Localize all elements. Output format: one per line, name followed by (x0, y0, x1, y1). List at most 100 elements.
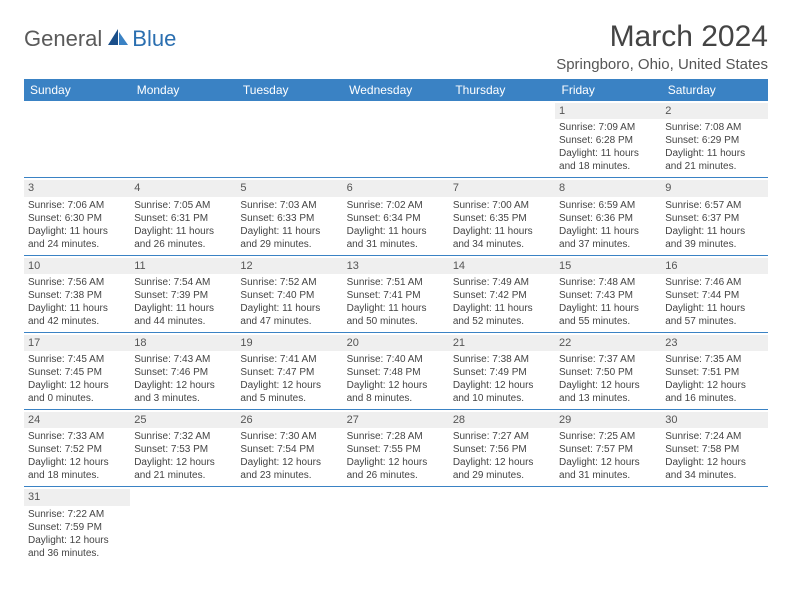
calendar-cell: 15Sunrise: 7:48 AMSunset: 7:43 PMDayligh… (555, 255, 661, 332)
calendar-cell: 9Sunrise: 6:57 AMSunset: 6:37 PMDaylight… (661, 178, 767, 255)
sunset-line: Sunset: 7:52 PM (28, 443, 126, 456)
location: Springboro, Ohio, United States (556, 56, 768, 73)
daylight-line: Daylight: 11 hours and 47 minutes. (240, 302, 338, 328)
month-title: March 2024 (556, 20, 768, 54)
calendar-cell: 1Sunrise: 7:09 AMSunset: 6:28 PMDaylight… (555, 101, 661, 178)
daylight-line: Daylight: 12 hours and 26 minutes. (347, 456, 445, 482)
day-number: 25 (130, 412, 236, 428)
sunset-line: Sunset: 7:47 PM (240, 366, 338, 379)
sunrise-line: Sunrise: 7:52 AM (240, 276, 338, 289)
calendar-cell: 27Sunrise: 7:28 AMSunset: 7:55 PMDayligh… (343, 410, 449, 487)
calendar-cell: 16Sunrise: 7:46 AMSunset: 7:44 PMDayligh… (661, 255, 767, 332)
daylight-line: Daylight: 12 hours and 13 minutes. (559, 379, 657, 405)
day-number: 6 (343, 180, 449, 196)
sunrise-line: Sunrise: 7:40 AM (347, 353, 445, 366)
daylight-line: Daylight: 11 hours and 31 minutes. (347, 225, 445, 251)
calendar-cell: 6Sunrise: 7:02 AMSunset: 6:34 PMDaylight… (343, 178, 449, 255)
day-number: 9 (661, 180, 767, 196)
calendar-cell: 8Sunrise: 6:59 AMSunset: 6:36 PMDaylight… (555, 178, 661, 255)
sunrise-line: Sunrise: 7:45 AM (28, 353, 126, 366)
day-number: 30 (661, 412, 767, 428)
daylight-line: Daylight: 11 hours and 44 minutes. (134, 302, 232, 328)
sunset-line: Sunset: 7:49 PM (453, 366, 551, 379)
logo-text-general: General (24, 26, 102, 52)
day-number: 2 (661, 103, 767, 119)
sunset-line: Sunset: 7:38 PM (28, 289, 126, 302)
sunrise-line: Sunrise: 7:37 AM (559, 353, 657, 366)
calendar-header-row: SundayMondayTuesdayWednesdayThursdayFrid… (24, 79, 768, 101)
daylight-line: Daylight: 11 hours and 52 minutes. (453, 302, 551, 328)
daylight-line: Daylight: 12 hours and 21 minutes. (134, 456, 232, 482)
calendar-table: SundayMondayTuesdayWednesdayThursdayFrid… (24, 79, 768, 564)
calendar-cell: 11Sunrise: 7:54 AMSunset: 7:39 PMDayligh… (130, 255, 236, 332)
sunset-line: Sunset: 7:46 PM (134, 366, 232, 379)
calendar-cell: 30Sunrise: 7:24 AMSunset: 7:58 PMDayligh… (661, 410, 767, 487)
day-number: 11 (130, 258, 236, 274)
calendar-cell: 29Sunrise: 7:25 AMSunset: 7:57 PMDayligh… (555, 410, 661, 487)
weekday-header: Friday (555, 79, 661, 101)
sunrise-line: Sunrise: 7:09 AM (559, 121, 657, 134)
day-number: 3 (24, 180, 130, 196)
calendar-cell: 21Sunrise: 7:38 AMSunset: 7:49 PMDayligh… (449, 332, 555, 409)
day-number: 5 (236, 180, 342, 196)
daylight-line: Daylight: 11 hours and 39 minutes. (665, 225, 763, 251)
sunset-line: Sunset: 7:54 PM (240, 443, 338, 456)
sunrise-line: Sunrise: 7:08 AM (665, 121, 763, 134)
weekday-header: Saturday (661, 79, 767, 101)
day-number: 18 (130, 335, 236, 351)
calendar-cell: 28Sunrise: 7:27 AMSunset: 7:56 PMDayligh… (449, 410, 555, 487)
sunrise-line: Sunrise: 7:49 AM (453, 276, 551, 289)
sunset-line: Sunset: 7:51 PM (665, 366, 763, 379)
calendar-cell: 25Sunrise: 7:32 AMSunset: 7:53 PMDayligh… (130, 410, 236, 487)
day-number: 7 (449, 180, 555, 196)
calendar-body: 1Sunrise: 7:09 AMSunset: 6:28 PMDaylight… (24, 101, 768, 564)
day-number: 14 (449, 258, 555, 274)
daylight-line: Daylight: 11 hours and 21 minutes. (665, 147, 763, 173)
weekday-header: Monday (130, 79, 236, 101)
daylight-line: Daylight: 11 hours and 24 minutes. (28, 225, 126, 251)
weekday-header: Thursday (449, 79, 555, 101)
weekday-header: Sunday (24, 79, 130, 101)
sunrise-line: Sunrise: 7:03 AM (240, 199, 338, 212)
calendar-cell: 19Sunrise: 7:41 AMSunset: 7:47 PMDayligh… (236, 332, 342, 409)
sunset-line: Sunset: 7:50 PM (559, 366, 657, 379)
sunset-line: Sunset: 7:56 PM (453, 443, 551, 456)
calendar-cell: 26Sunrise: 7:30 AMSunset: 7:54 PMDayligh… (236, 410, 342, 487)
calendar-cell: 12 Sunrise: 7:52 AMSunset: 7:40 PMDayligh… (236, 255, 342, 332)
calendar-cell (130, 101, 236, 178)
calendar-cell (661, 487, 767, 564)
sunrise-line: Sunrise: 7:06 AM (28, 199, 126, 212)
sunrise-line: Sunrise: 7:02 AM (347, 199, 445, 212)
day-number: 12 (236, 258, 342, 274)
daylight-line: Daylight: 12 hours and 8 minutes. (347, 379, 445, 405)
day-number: 27 (343, 412, 449, 428)
day-number: 20 (343, 335, 449, 351)
calendar-cell: 20Sunrise: 7:40 AMSunset: 7:48 PMDayligh… (343, 332, 449, 409)
sunset-line: Sunset: 7:40 PM (240, 289, 338, 302)
sunset-line: Sunset: 7:39 PM (134, 289, 232, 302)
daylight-line: Daylight: 12 hours and 0 minutes. (28, 379, 126, 405)
sunrise-line: Sunrise: 6:57 AM (665, 199, 763, 212)
sunrise-line: Sunrise: 7:32 AM (134, 430, 232, 443)
daylight-line: Daylight: 11 hours and 34 minutes. (453, 225, 551, 251)
title-block: March 2024 Springboro, Ohio, United Stat… (556, 20, 768, 73)
calendar-cell: 13Sunrise: 7:51 AMSunset: 7:41 PMDayligh… (343, 255, 449, 332)
day-number: 31 (24, 489, 130, 505)
day-number: 24 (24, 412, 130, 428)
calendar-cell (343, 487, 449, 564)
daylight-line: Daylight: 12 hours and 18 minutes. (28, 456, 126, 482)
daylight-line: Daylight: 12 hours and 16 minutes. (665, 379, 763, 405)
sunset-line: Sunset: 7:58 PM (665, 443, 763, 456)
sunset-line: Sunset: 7:44 PM (665, 289, 763, 302)
daylight-line: Daylight: 12 hours and 23 minutes. (240, 456, 338, 482)
sunset-line: Sunset: 7:41 PM (347, 289, 445, 302)
sunset-line: Sunset: 7:42 PM (453, 289, 551, 302)
sunset-line: Sunset: 6:31 PM (134, 212, 232, 225)
sunrise-line: Sunrise: 7:56 AM (28, 276, 126, 289)
daylight-line: Daylight: 11 hours and 18 minutes. (559, 147, 657, 173)
sunrise-line: Sunrise: 7:30 AM (240, 430, 338, 443)
daylight-line: Daylight: 12 hours and 5 minutes. (240, 379, 338, 405)
calendar-cell: 2Sunrise: 7:08 AMSunset: 6:29 PMDaylight… (661, 101, 767, 178)
calendar-cell: 14 Sunrise: 7:49 AMSunset: 7:42 PMDayligh… (449, 255, 555, 332)
sunset-line: Sunset: 7:59 PM (28, 521, 126, 534)
